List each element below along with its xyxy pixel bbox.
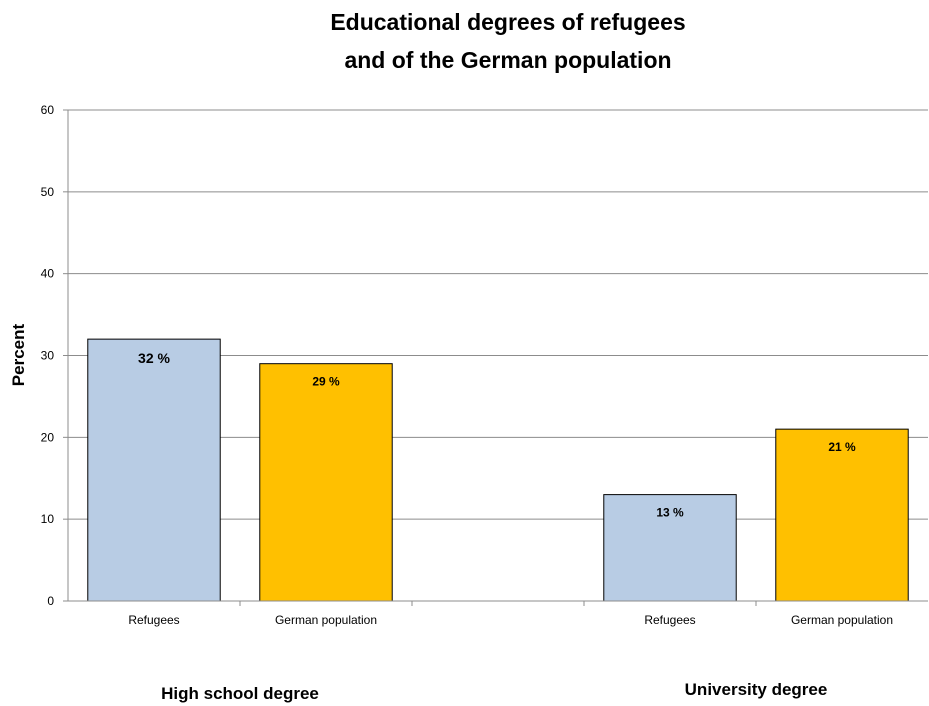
x-axis: Refugees German population High school deg… <box>68 600 928 703</box>
group-label: University degree <box>685 680 828 699</box>
y-tick-label: 60 <box>41 103 55 117</box>
data-label: 21 % <box>828 440 856 454</box>
data-label: 32 % <box>138 350 170 366</box>
bar <box>259 363 393 602</box>
y-tick-label: 20 <box>41 430 55 444</box>
x-tick-label: German population <box>791 613 893 627</box>
bar <box>87 338 221 602</box>
chart-title-line-2: and of the German population <box>344 47 671 73</box>
x-tick-label: Refugees <box>644 613 695 627</box>
y-axis-title: Percent <box>9 323 28 386</box>
y-tick-label: 30 <box>41 349 55 363</box>
data-label: 13 % <box>656 506 684 520</box>
x-tick-label: Refugees <box>128 613 179 627</box>
bar <box>775 428 909 602</box>
chart-title: Educational degrees of refugees and of t… <box>330 9 685 73</box>
y-tick-label: 0 <box>47 594 54 608</box>
data-label: 29 % <box>312 375 340 389</box>
y-tick-label: 50 <box>41 185 55 199</box>
y-axis: 0 10 20 30 40 50 60 <box>41 103 69 608</box>
x-tick-label: German population <box>275 613 377 627</box>
bar <box>603 494 737 602</box>
chart-title-line-1: Educational degrees of refugees <box>330 9 685 35</box>
y-tick-label: 10 <box>41 512 55 526</box>
group-label: High school degree <box>161 684 319 703</box>
bars: 32 % 29 % 13 % 21 % <box>87 338 909 602</box>
y-tick-label: 40 <box>41 267 55 281</box>
